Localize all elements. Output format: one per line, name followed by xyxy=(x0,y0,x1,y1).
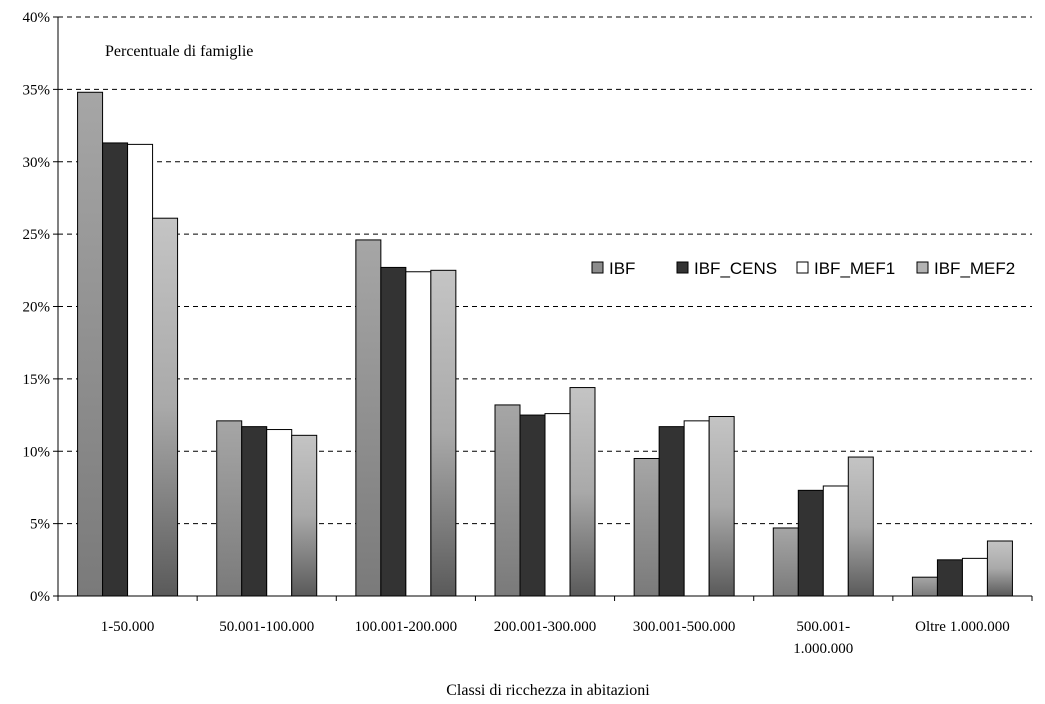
bar-ibf-mef1 xyxy=(266,429,293,597)
legend-label: IBF xyxy=(609,259,635,278)
bar-ibf-mef2 xyxy=(986,540,1013,597)
x-axis-label: Classi di ricchezza in abitazioni xyxy=(446,682,650,699)
y-tick-label: 15% xyxy=(23,372,51,388)
bar-ibf-mef2 xyxy=(430,269,457,597)
x-tick-label: 1-50.000 xyxy=(101,619,155,635)
legend-swatch-ibf xyxy=(591,261,604,274)
y-tick-label: 35% xyxy=(23,82,51,98)
legend-label: IBF_MEF1 xyxy=(814,259,895,278)
bar-ibf xyxy=(772,527,799,597)
bar-ibf-mef1 xyxy=(683,420,710,597)
bar-ibf-mef2 xyxy=(569,387,596,597)
bar-ibf-cens xyxy=(519,414,546,597)
bars xyxy=(77,91,1013,597)
x-tick-label: 500.001-1.000.000 xyxy=(793,619,853,657)
bar-ibf-cens xyxy=(797,489,824,597)
legend-label: IBF_MEF2 xyxy=(934,259,1015,278)
bar-ibf-mef2 xyxy=(291,434,318,597)
y-tick-label: 20% xyxy=(23,300,51,316)
legend-swatch-ibf-cens xyxy=(676,261,689,274)
bar-ibf xyxy=(355,239,382,597)
legend-swatch-ibf-mef2 xyxy=(916,261,929,274)
y-tick-label: 40% xyxy=(23,10,51,26)
y-tick-label: 10% xyxy=(23,444,51,460)
bar-ibf-mef1 xyxy=(127,143,154,597)
bar-ibf-mef1 xyxy=(961,557,988,597)
bar-ibf-mef1 xyxy=(822,485,849,597)
bar-ibf-cens xyxy=(658,426,685,597)
bar-ibf xyxy=(494,404,521,597)
bar-ibf-cens xyxy=(380,266,407,597)
y-tick-label: 0% xyxy=(30,589,50,605)
y-tick-label: 25% xyxy=(23,227,51,243)
x-tick-label: 50.001-100.000 xyxy=(219,619,314,635)
bar-ibf xyxy=(911,576,938,597)
legend-swatch-ibf-mef1 xyxy=(796,261,809,274)
bar-ibf-mef1 xyxy=(405,271,432,597)
bar-ibf-cens xyxy=(102,142,129,597)
bar-ibf xyxy=(77,91,104,597)
x-tick-label: 100.001-200.000 xyxy=(355,619,458,635)
y-axis-label: Percentuale di famiglie xyxy=(105,43,253,60)
bar-ibf xyxy=(633,457,660,597)
x-tick-label: Oltre 1.000.000 xyxy=(915,619,1010,635)
bar-ibf-cens xyxy=(241,426,268,597)
x-tick-label: 300.001-500.000 xyxy=(633,619,736,635)
x-tick-label: 200.001-300.000 xyxy=(494,619,597,635)
y-tick-label: 5% xyxy=(30,517,50,533)
legend: IBF IBF_CENS IBF_MEF1 IBF_MEF2 xyxy=(591,259,1015,278)
legend-label: IBF_CENS xyxy=(694,259,777,278)
bar-ibf-mef2 xyxy=(152,217,179,597)
bar-ibf-mef1 xyxy=(544,413,571,597)
y-tick-label: 30% xyxy=(23,155,51,171)
bar-ibf-cens xyxy=(936,559,963,597)
bar-ibf-mef2 xyxy=(708,416,735,597)
bar-ibf-mef2 xyxy=(847,456,874,597)
tick-labels: 0% 5% 10% 15% 20% 25% 30% 35% 40% 1-50.000 50.001-… xyxy=(23,10,1010,657)
bar-ibf xyxy=(216,420,243,597)
